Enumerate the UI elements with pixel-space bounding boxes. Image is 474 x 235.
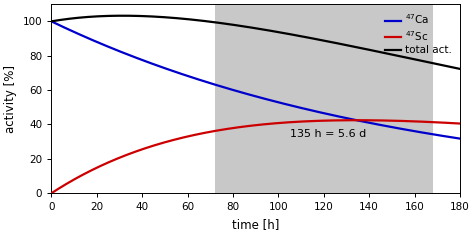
$^{47}$Ca bbox=[205, 81, 211, 84]
Legend: $^{47}$Ca, $^{47}$Sc, total act.: $^{47}$Ca, $^{47}$Sc, total act. bbox=[382, 9, 455, 59]
Text: 135 h = 5.6 d: 135 h = 5.6 d bbox=[290, 129, 366, 138]
$^{47}$Sc bbox=[457, 122, 463, 125]
total act. bbox=[48, 20, 54, 23]
$^{47}$Sc bbox=[95, 166, 101, 168]
total act. bbox=[457, 67, 463, 70]
$^{47}$Sc bbox=[223, 128, 228, 131]
total act. bbox=[205, 20, 211, 23]
total act. bbox=[405, 57, 411, 59]
$^{47}$Sc bbox=[48, 192, 54, 195]
$^{47}$Sc bbox=[449, 122, 455, 125]
$^{47}$Ca bbox=[223, 86, 228, 89]
$^{47}$Ca bbox=[405, 129, 411, 131]
$^{47}$Sc bbox=[119, 155, 125, 158]
$^{47}$Sc bbox=[405, 120, 411, 122]
$^{47}$Sc bbox=[205, 131, 211, 134]
$^{47}$Ca bbox=[95, 41, 101, 44]
total act. bbox=[223, 22, 229, 25]
total act. bbox=[449, 66, 455, 69]
Line: $^{47}$Sc: $^{47}$Sc bbox=[51, 120, 460, 193]
Line: $^{47}$Ca: $^{47}$Ca bbox=[51, 21, 460, 139]
$^{47}$Ca bbox=[48, 20, 54, 23]
total act. bbox=[120, 14, 126, 17]
Bar bbox=[215, 4, 433, 193]
$^{47}$Ca bbox=[119, 51, 125, 54]
X-axis label: time [h]: time [h] bbox=[232, 218, 279, 231]
Line: total act.: total act. bbox=[51, 16, 460, 69]
$^{47}$Sc bbox=[354, 119, 359, 122]
total act. bbox=[119, 14, 125, 17]
total act. bbox=[95, 15, 101, 18]
$^{47}$Ca bbox=[457, 137, 463, 140]
$^{47}$Ca bbox=[449, 136, 455, 139]
Y-axis label: activity [%]: activity [%] bbox=[4, 65, 17, 133]
